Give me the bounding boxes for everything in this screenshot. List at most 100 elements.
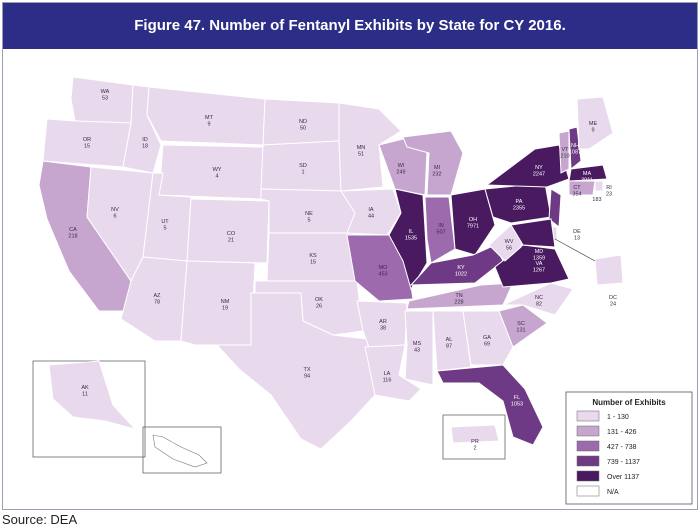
state-value-il: 1535 <box>405 236 417 242</box>
state-label-co: CO <box>227 231 236 237</box>
state-value-mi: 232 <box>432 172 441 178</box>
source-note: Source: DEA <box>2 512 78 527</box>
state-ma <box>568 164 608 182</box>
dc-leader-line <box>554 238 596 262</box>
state-mt <box>146 86 266 146</box>
state-label-me: ME <box>589 121 598 127</box>
state-ri <box>594 180 604 192</box>
state-value-mt: 9 <box>207 122 210 128</box>
state-wy <box>158 144 264 200</box>
state-value-id: 18 <box>142 144 148 150</box>
state-value-pa: 2355 <box>513 206 525 212</box>
state-ny <box>485 144 570 188</box>
state-value-nd: 50 <box>300 126 306 132</box>
state-value-tx: 94 <box>304 374 310 380</box>
state-value-mn: 51 <box>358 152 364 158</box>
legend-label-0: 1 - 130 <box>607 414 629 421</box>
state-value-az: 78 <box>154 300 160 306</box>
state-value-ky: 1022 <box>455 272 467 278</box>
state-label-mt: MT <box>205 115 214 121</box>
state-il <box>388 188 428 291</box>
state-value-hi: NA <box>171 446 179 452</box>
state-label-ca: CA <box>69 227 77 233</box>
state-me <box>576 96 614 150</box>
state-label-ri: RI <box>606 185 612 191</box>
state-value-ar: 38 <box>380 326 386 332</box>
state-value-nj: 1120 <box>563 214 575 220</box>
state-al <box>432 310 472 372</box>
state-label-ms: MS <box>413 341 422 347</box>
state-label-nc: NC <box>535 295 543 301</box>
state-label-pr: PR <box>471 439 479 445</box>
legend-swatch-4 <box>576 470 600 482</box>
state-value-ct: 354 <box>572 192 581 198</box>
state-label-il: IL <box>409 229 414 235</box>
hawaii-inset-box <box>142 426 222 474</box>
legend-swatch-1 <box>576 425 600 437</box>
state-value-nc: 82 <box>536 302 542 308</box>
state-label-md: MD <box>535 249 544 255</box>
state-value-mo: 453 <box>378 272 387 278</box>
map-area: WA 53 OR 15 CA 218 ID 18 NV 6 MT 9 WY 4 UT 5 AZ 78 CO 21 NM 1… <box>3 49 697 509</box>
state-label-hi: HI <box>172 439 178 445</box>
state-value-nv: 6 <box>113 214 116 220</box>
us-map: WA53OR15CA218ID18NV6MT9WY4UT5AZ78CO21NM1… <box>32 76 693 505</box>
state-wi <box>378 138 428 196</box>
legend-title: Number of Exhibits <box>592 398 666 407</box>
extra-label-0: 183 <box>592 197 601 203</box>
state-label-ok: OK <box>315 297 323 303</box>
figure-frame: Figure 47. Number of Fentanyl Exhibits b… <box>2 2 698 510</box>
state-label-mn: MN <box>357 145 366 151</box>
state-value-ut: 5 <box>163 226 166 232</box>
state-label-in: IN <box>438 223 444 229</box>
state-value-nm: 19 <box>222 306 228 312</box>
state-vt <box>558 130 570 174</box>
state-md <box>510 218 556 248</box>
state-value-ca: 218 <box>68 234 77 240</box>
state-value-ok: 26 <box>316 304 322 310</box>
state-nm <box>180 260 256 346</box>
state-label-wa: WA <box>101 89 110 95</box>
state-label-wv: WV <box>505 239 514 245</box>
state-nh <box>568 126 582 171</box>
state-value-ny: 2247 <box>533 172 545 178</box>
state-label-dc: DC <box>609 295 617 301</box>
legend-label-5: N/A <box>607 489 619 496</box>
state-co <box>186 198 270 264</box>
legend-label-2: 427 - 738 <box>607 444 637 451</box>
state-label-ar: AR <box>379 319 387 325</box>
state-hi <box>152 434 208 468</box>
state-la <box>364 344 422 402</box>
state-value-ga: 69 <box>484 342 490 348</box>
state-value-me: 9 <box>591 128 594 134</box>
state-label-ct: CT <box>573 185 581 191</box>
state-label-ks: KS <box>309 253 317 259</box>
state-label-nh: NH <box>571 143 579 149</box>
state-in <box>424 196 456 264</box>
state-label-va: VA <box>536 261 543 267</box>
legend-swatch-5 <box>576 485 600 497</box>
state-label-mo: MO <box>379 265 389 271</box>
state-value-ms: 43 <box>414 348 420 354</box>
state-value-wi: 249 <box>396 170 405 176</box>
state-value-pr: 2 <box>473 446 476 452</box>
state-value-md: 1359 <box>533 256 545 262</box>
state-ga <box>462 310 514 366</box>
state-value-ri: 23 <box>606 192 612 198</box>
state-label-or: OR <box>83 137 91 143</box>
state-value-ia: 44 <box>368 214 374 220</box>
state-tn <box>406 282 514 310</box>
state-label-fl: FL <box>514 395 520 401</box>
state-label-id: ID <box>142 137 148 143</box>
state-oh <box>450 188 496 256</box>
state-value-or: 15 <box>84 144 90 150</box>
state-value-tn: 228 <box>454 300 463 306</box>
state-label-ny: NY <box>535 165 543 171</box>
state-label-sd: SD <box>299 163 307 169</box>
state-label-nd: ND <box>299 119 307 125</box>
state-label-tx: TX <box>303 367 310 373</box>
state-label-tn: TN <box>455 293 462 299</box>
state-label-de: DE <box>573 229 581 235</box>
state-tx <box>215 292 376 450</box>
state-label-wi: WI <box>398 163 405 169</box>
